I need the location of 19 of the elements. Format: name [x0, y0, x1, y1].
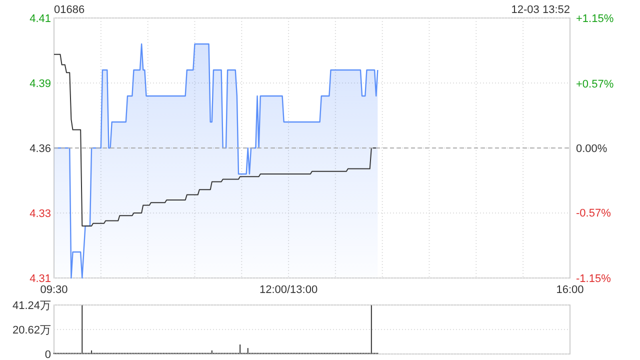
y2-tick-label: +0.57%	[576, 78, 614, 90]
y-tick-label: 4.41	[30, 12, 51, 25]
y-tick-label: 0	[44, 348, 51, 360]
chart-title: 01686	[54, 4, 85, 16]
x-tick-label: 16:00	[556, 284, 584, 296]
y-tick-label: 4.39	[30, 78, 51, 90]
y2-tick-label: -1.15%	[576, 272, 612, 285]
y2-tick-label: 0.00%	[576, 142, 608, 155]
x-tick-label: 09:30	[40, 284, 68, 296]
text: 12-03 13:52	[511, 4, 570, 16]
y-tick-label: 4.31	[30, 272, 51, 285]
y-tick-label: 20.62万	[12, 324, 51, 336]
line-series	[54, 54, 378, 226]
y2-tick-label: +1.15%	[576, 12, 614, 25]
y-tick-label: 4.33	[30, 208, 51, 220]
y-tick-label: 4.36	[30, 142, 51, 155]
x-tick-label: 12:00/13:00	[259, 284, 318, 296]
y2-tick-label: -0.57%	[576, 207, 612, 220]
y-tick-label: 41.24万	[12, 300, 51, 312]
